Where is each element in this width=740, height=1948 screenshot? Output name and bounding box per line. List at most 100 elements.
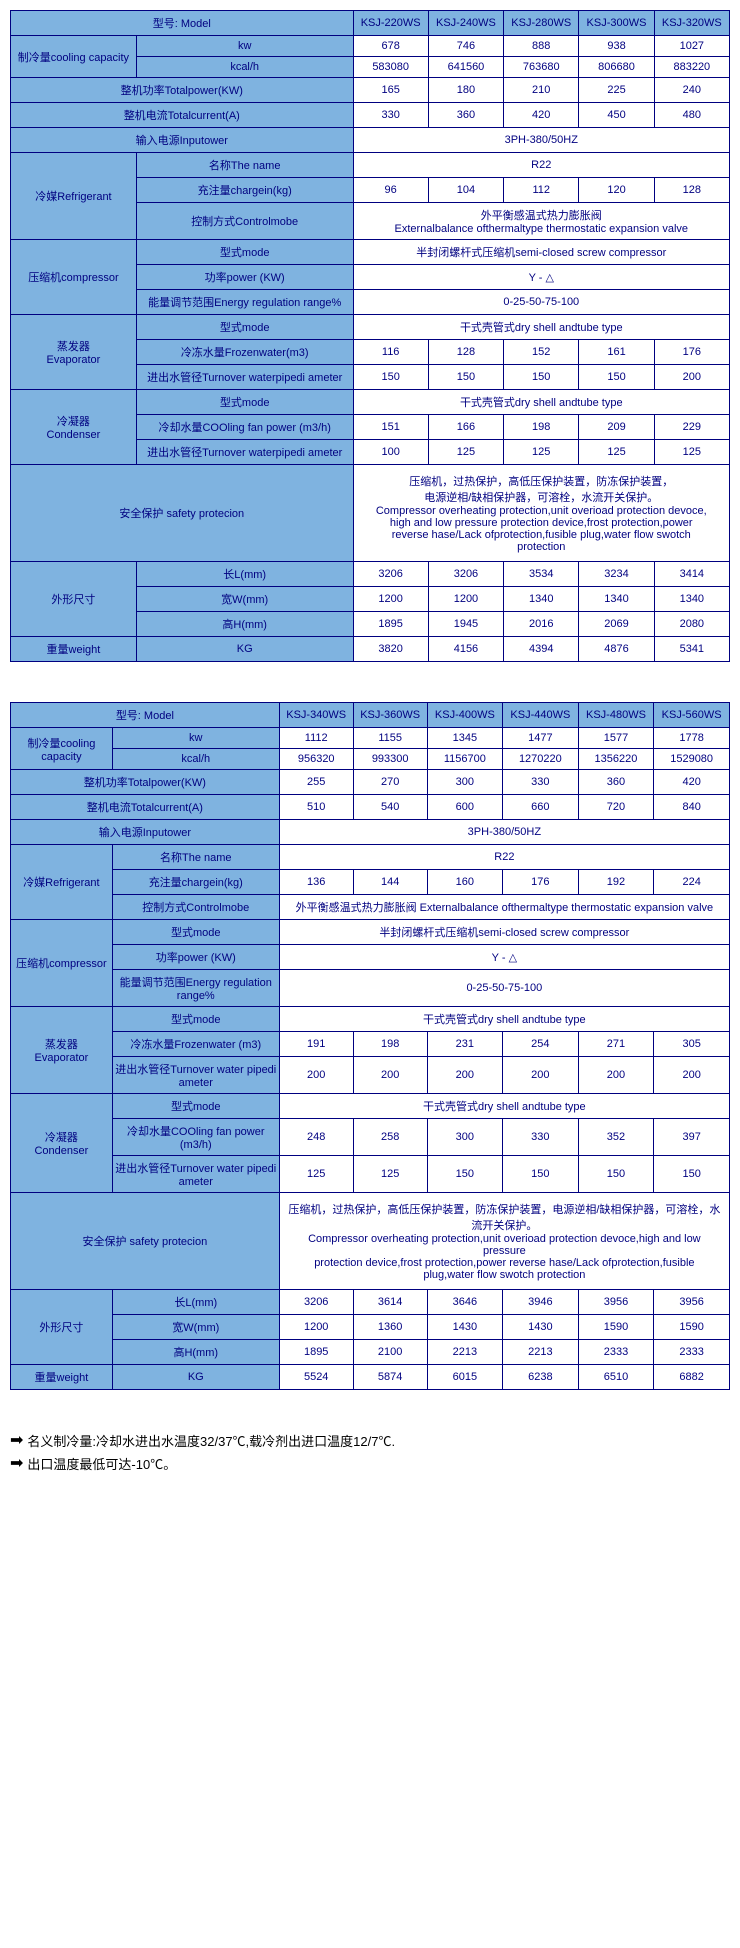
tp-val: 255 — [279, 770, 353, 795]
dim-label: 外形尺寸 — [11, 562, 137, 637]
ep-val: 150 — [353, 365, 428, 390]
tc-val: 840 — [654, 795, 730, 820]
ci-val: 96 — [353, 178, 428, 203]
fz-val: 271 — [578, 1032, 654, 1057]
energy-label: 能量调节范围Energy regulation range% — [136, 290, 353, 315]
comp-power-val: Y - △ — [353, 265, 729, 290]
cp-val: 125 — [428, 440, 503, 465]
kw-val: 678 — [353, 36, 428, 57]
ci-val: 192 — [578, 870, 654, 895]
kcal-val: 583080 — [353, 57, 428, 78]
model-col: KSJ-480WS — [578, 703, 654, 728]
cf-val: 209 — [579, 415, 654, 440]
cp-val: 125 — [654, 440, 729, 465]
inputpower-label: 输入电源Inputower — [11, 820, 280, 845]
cond-mode-label: 型式mode — [112, 1094, 279, 1119]
tc-val: 480 — [654, 103, 729, 128]
evap-label: 蒸发器 Evaporator — [11, 1007, 113, 1094]
cf-val: 229 — [654, 415, 729, 440]
evap-label: 蒸发器 Evaporator — [11, 315, 137, 390]
tp-val: 240 — [654, 78, 729, 103]
footer-notes: ➡名义制冷量:冷却水进出水温度32/37℃,载冷剂出进口温度12/7℃. ➡出口… — [10, 1430, 730, 1473]
len-val: 3946 — [503, 1290, 579, 1315]
evap-mode-label: 型式mode — [112, 1007, 279, 1032]
controlmode-label: 控制方式Controlmobe — [136, 203, 353, 240]
kg-label: KG — [136, 637, 353, 662]
safety-label: 安全保护 safety protecion — [11, 465, 354, 562]
len-val: 3206 — [279, 1290, 353, 1315]
coolfan-label: 冷却水量COOling fan power (m3/h) — [136, 415, 353, 440]
cond-pipe-label: 进出水管径Turnover water pipedi ameter — [112, 1156, 279, 1193]
kw-val: 1477 — [503, 728, 579, 749]
tp-val: 300 — [427, 770, 502, 795]
tc-val: 330 — [353, 103, 428, 128]
inputpower-label: 输入电源Inputower — [11, 128, 354, 153]
kw-label: kw — [112, 728, 279, 749]
hei-val: 2333 — [654, 1340, 730, 1365]
chargein-label: 充注量chargein(kg) — [136, 178, 353, 203]
ci-val: 120 — [579, 178, 654, 203]
spec-table-1: 型号: Model KSJ-220WS KSJ-240WS KSJ-280WS … — [10, 10, 730, 662]
kw-val: 1577 — [578, 728, 654, 749]
cp-val: 150 — [427, 1156, 502, 1193]
kw-val: 1112 — [279, 728, 353, 749]
tp-val: 330 — [503, 770, 579, 795]
wid-val: 1430 — [427, 1315, 502, 1340]
model-col: KSJ-220WS — [353, 11, 428, 36]
spec-table-2: 型号: Model KSJ-340WS KSJ-360WS KSJ-400WS … — [10, 702, 730, 1390]
tp-val: 225 — [579, 78, 654, 103]
totalcurrent-label: 整机电流Totalcurrent(A) — [11, 103, 354, 128]
ep-val: 200 — [654, 365, 729, 390]
inputpower-val: 3PH-380/50HZ — [353, 128, 729, 153]
tc-val: 420 — [504, 103, 579, 128]
kw-val: 746 — [428, 36, 503, 57]
arrow-icon: ➡ — [10, 1430, 23, 1450]
energy-label: 能量调节范围Energy regulation range% — [112, 970, 279, 1007]
ep-val: 200 — [353, 1057, 427, 1094]
fz-val: 198 — [353, 1032, 427, 1057]
cond-pipe-label: 进出水管径Turnover waterpipedi ameter — [136, 440, 353, 465]
model-header: 型号: Model — [11, 703, 280, 728]
wid-val: 1340 — [579, 587, 654, 612]
cond-mode-val: 干式壳管式dry shell andtube type — [279, 1094, 729, 1119]
wt-val: 6510 — [578, 1365, 654, 1390]
kcal-val: 806680 — [579, 57, 654, 78]
cond-mode-val: 干式壳管式dry shell andtube type — [353, 390, 729, 415]
wid-val: 1340 — [504, 587, 579, 612]
wt-val: 4156 — [428, 637, 503, 662]
cf-val: 151 — [353, 415, 428, 440]
fz-val: 191 — [279, 1032, 353, 1057]
ci-val: 104 — [428, 178, 503, 203]
wid-label: 宽W(mm) — [112, 1315, 279, 1340]
controlmode-label: 控制方式Controlmobe — [112, 895, 279, 920]
chargein-label: 充注量chargein(kg) — [112, 870, 279, 895]
kcal-val: 956320 — [279, 749, 353, 770]
controlmode-val: 外平衡感温式热力膨胀阀 Externalbalance ofthermaltyp… — [353, 203, 729, 240]
hei-val: 1945 — [428, 612, 503, 637]
wid-val: 1200 — [353, 587, 428, 612]
len-val: 3614 — [353, 1290, 427, 1315]
fz-val: 128 — [428, 340, 503, 365]
kw-val: 1027 — [654, 36, 729, 57]
ci-val: 144 — [353, 870, 427, 895]
comp-mode-label: 型式mode — [112, 920, 279, 945]
len-val: 3206 — [353, 562, 428, 587]
evap-mode-val: 干式壳管式dry shell andtube type — [353, 315, 729, 340]
model-col: KSJ-300WS — [579, 11, 654, 36]
tp-val: 270 — [353, 770, 427, 795]
dim-label: 外形尺寸 — [11, 1290, 113, 1365]
hei-val: 2080 — [654, 612, 729, 637]
hei-val: 1895 — [353, 612, 428, 637]
cp-val: 125 — [579, 440, 654, 465]
model-col: KSJ-240WS — [428, 11, 503, 36]
hei-val: 2069 — [579, 612, 654, 637]
cond-mode-label: 型式mode — [136, 390, 353, 415]
arrow-icon: ➡ — [10, 1453, 23, 1473]
kcal-val: 1270220 — [503, 749, 579, 770]
model-col: KSJ-280WS — [504, 11, 579, 36]
totalpower-label: 整机功率Totalpower(KW) — [11, 770, 280, 795]
kcal-val: 1356220 — [578, 749, 654, 770]
ci-val: 224 — [654, 870, 730, 895]
wid-label: 宽W(mm) — [136, 587, 353, 612]
tc-val: 360 — [428, 103, 503, 128]
